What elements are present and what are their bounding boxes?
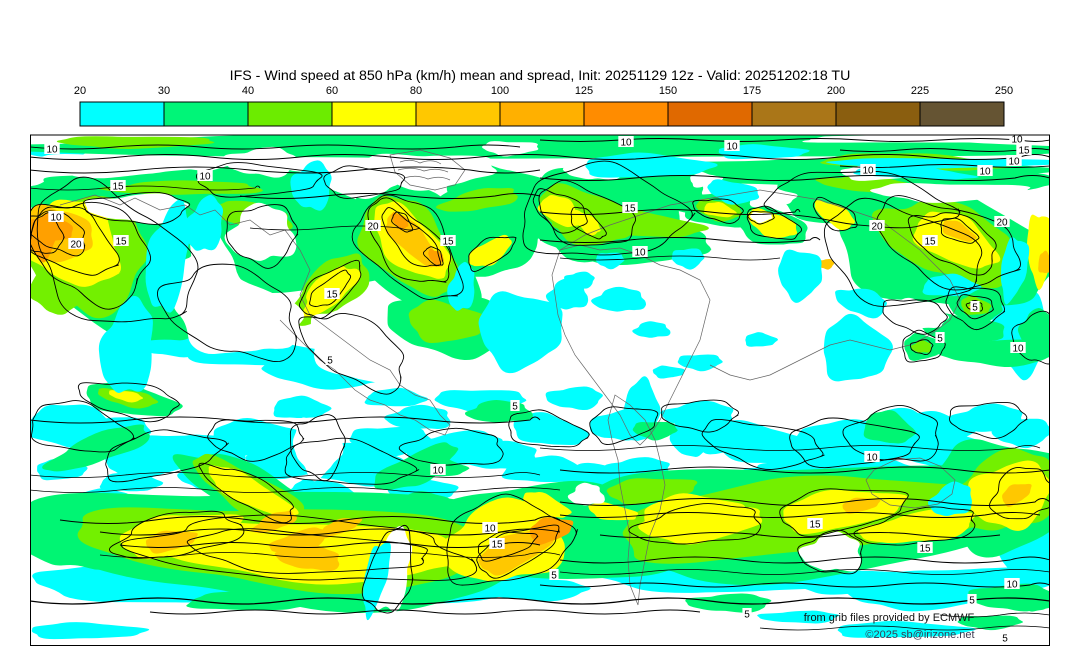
svg-text:10: 10: [634, 248, 646, 259]
svg-text:15: 15: [442, 237, 454, 248]
svg-text:15: 15: [326, 290, 338, 301]
svg-text:10: 10: [1011, 135, 1023, 146]
svg-text:10: 10: [979, 167, 991, 178]
svg-text:10: 10: [50, 213, 62, 224]
svg-text:15: 15: [924, 237, 936, 248]
svg-text:5: 5: [972, 303, 978, 314]
svg-text:15: 15: [624, 204, 636, 215]
svg-text:15: 15: [1018, 146, 1030, 157]
svg-text:15: 15: [809, 520, 821, 531]
svg-text:15: 15: [115, 237, 127, 248]
svg-text:10: 10: [484, 524, 496, 535]
svg-text:20: 20: [367, 222, 379, 233]
svg-text:20: 20: [871, 222, 883, 233]
svg-text:5: 5: [937, 334, 943, 345]
svg-text:20: 20: [70, 240, 82, 251]
svg-text:10: 10: [1006, 580, 1018, 591]
svg-text:15: 15: [491, 540, 503, 551]
svg-text:10: 10: [432, 466, 444, 477]
svg-text:15: 15: [112, 182, 124, 193]
svg-text:5: 5: [969, 596, 975, 607]
svg-text:15: 15: [919, 544, 931, 555]
svg-text:10: 10: [46, 145, 58, 156]
svg-text:5: 5: [1002, 634, 1008, 645]
svg-text:©2025 sb@irizone.net: ©2025 sb@irizone.net: [865, 629, 974, 641]
svg-text:5: 5: [512, 402, 518, 413]
svg-text:10: 10: [866, 453, 878, 464]
svg-text:20: 20: [996, 218, 1008, 229]
svg-text:10: 10: [726, 142, 738, 153]
svg-text:5: 5: [327, 356, 333, 367]
svg-text:10: 10: [199, 172, 211, 183]
svg-text:10: 10: [1012, 344, 1024, 355]
svg-text:5: 5: [744, 610, 750, 621]
svg-text:5: 5: [551, 571, 557, 582]
svg-text:10: 10: [862, 166, 874, 177]
svg-text:10: 10: [620, 138, 632, 149]
svg-text:10: 10: [1008, 157, 1020, 168]
svg-text:from grib files provided by EC: from grib files provided by ECMWF: [804, 612, 975, 624]
